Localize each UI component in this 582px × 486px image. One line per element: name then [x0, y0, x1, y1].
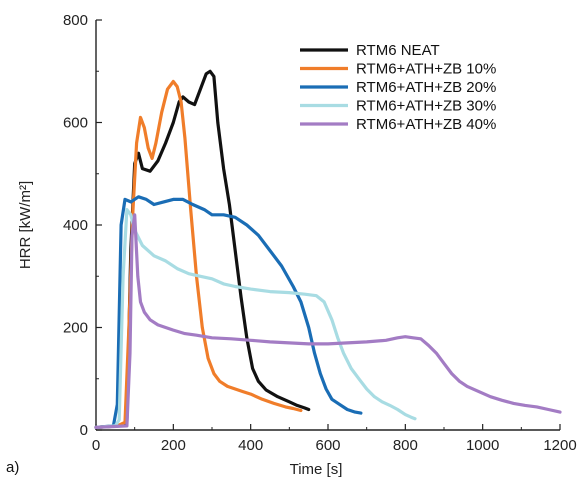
legend-label: RTM6+ATH+ZB 30%	[356, 98, 496, 115]
y-tick-label: 600	[63, 115, 88, 132]
series-line-1	[94, 69, 311, 429]
x-tick-label: 0	[92, 437, 100, 454]
y-tick-label: 400	[63, 217, 88, 234]
series-lines	[94, 69, 562, 429]
legend: RTM6 NEAT RTM6+ATH+ZB 10%RTM6+ATH+ZB 20% R…	[300, 42, 496, 133]
y-axis-title: HRR [kW/m²]	[17, 181, 34, 269]
x-tick-label: 400	[238, 437, 263, 454]
x-tick-label: 600	[315, 437, 340, 454]
x-ticks: 0 200 400 600 800 1000 1200	[92, 424, 577, 454]
series-line-5	[94, 213, 562, 429]
legend-label: RTM6+ATH+ZB 20%	[356, 79, 496, 96]
x-tick-label: 1200	[543, 437, 576, 454]
panel-label: a)	[6, 459, 19, 476]
legend-label: RTM6+ATH+ZB 10%	[356, 61, 496, 78]
axes: 0 200 400 600 800 1000 1200 0 200 400 600 800	[63, 12, 577, 454]
series-line-3	[94, 195, 363, 429]
series-line-2	[94, 79, 303, 429]
x-tick-label: 1000	[466, 437, 499, 454]
x-tick-label: 800	[393, 437, 418, 454]
y-tick-label: 200	[63, 320, 88, 337]
x-axis-title: Time [s]	[290, 461, 343, 478]
x-tick-label: 200	[161, 437, 186, 454]
legend-label: RTM6 NEAT	[356, 42, 440, 59]
y-ticks: 0 200 400 600 800	[63, 12, 102, 439]
legend-label: RTM6+ATH+ZB 40%	[356, 116, 496, 133]
y-tick-label: 800	[63, 12, 88, 29]
y-tick-label: 0	[80, 422, 88, 439]
